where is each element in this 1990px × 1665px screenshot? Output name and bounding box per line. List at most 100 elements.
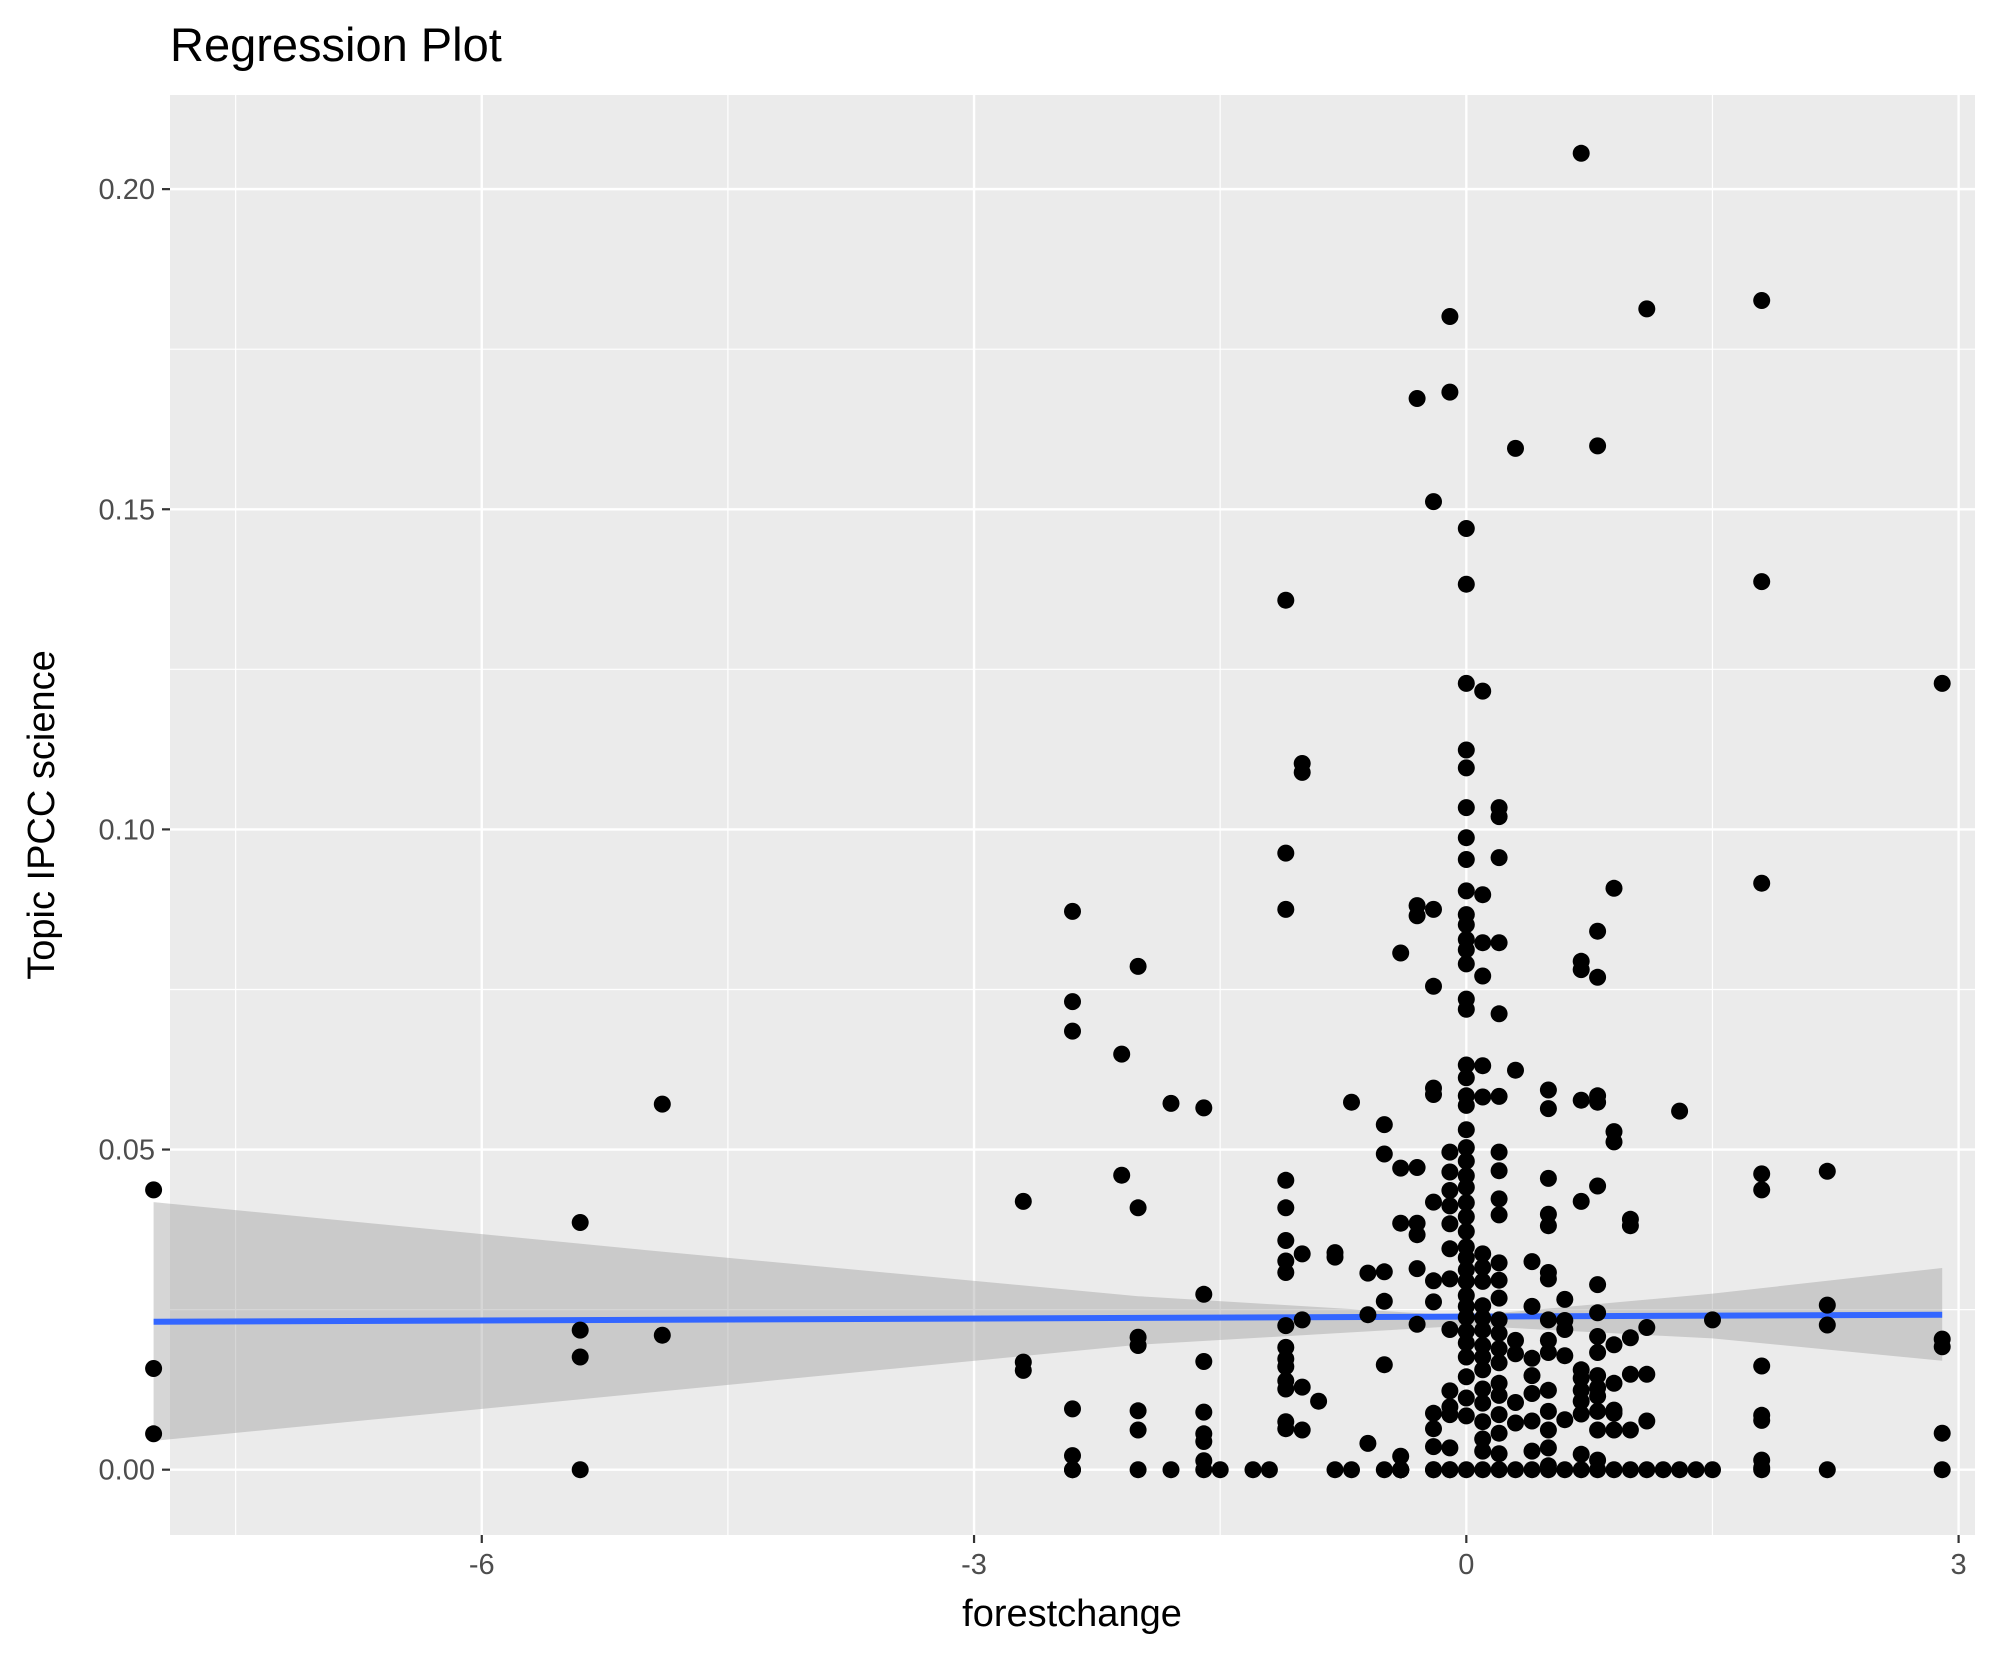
data-point [1064,1461,1081,1479]
data-point [1474,1088,1492,1106]
data-point [1441,1461,1459,1479]
data-point [1375,1116,1393,1134]
data-point [1277,1199,1295,1217]
data-point [1704,1461,1721,1479]
y-tick-label: 0.10 [99,814,155,846]
data-point [1572,1445,1590,1463]
data-point [1457,1407,1475,1425]
x-tick-label: 0 [1458,1549,1474,1581]
data-point [1490,1311,1508,1329]
data-point [1539,1421,1557,1439]
data-point [1392,944,1410,962]
data-point [1326,1461,1344,1479]
data-point [1507,1394,1524,1411]
data-point [1425,1193,1442,1211]
data-point [1490,1445,1508,1463]
data-point [1359,1264,1377,1282]
data-point [653,1095,671,1113]
data-point [1408,390,1426,407]
data-point [1425,1438,1442,1456]
data-point [1490,1271,1508,1289]
data-point [1589,1367,1607,1385]
data-point [1490,934,1508,952]
data-point [1753,292,1771,309]
data-point [1211,1461,1229,1479]
data-point [1507,439,1524,457]
data-point [1539,1461,1557,1479]
data-point [1457,1000,1475,1018]
data-point [1490,1354,1508,1372]
data-point [1457,1348,1475,1366]
data-point [1605,1404,1623,1422]
data-point [1490,1424,1508,1442]
y-tick-label: 0.00 [99,1455,155,1487]
data-point [1490,1374,1508,1392]
data-point [1277,591,1295,609]
data-point [1195,1353,1213,1370]
data-point [653,1326,671,1344]
data-point [1490,1206,1508,1224]
x-tick-label: -3 [961,1549,987,1581]
data-point [1589,1421,1607,1439]
data-point [1359,1434,1377,1452]
data-point [1260,1461,1278,1479]
data-point [1490,1406,1508,1424]
data-point [1671,1461,1689,1479]
data-point [1507,1331,1524,1349]
data-point [1457,741,1475,759]
data-point [1638,1412,1656,1430]
data-point [1621,1421,1639,1439]
data-point [1343,1093,1360,1111]
data-point [1539,1381,1557,1399]
data-point [1392,1447,1410,1465]
data-point [1539,1217,1557,1235]
data-point [1457,799,1475,817]
data-point [1474,1430,1492,1448]
data-point [1589,1402,1607,1420]
data-point [1457,851,1475,868]
data-point [1441,1382,1459,1400]
data-point [1408,1315,1426,1333]
data-point [1195,1433,1213,1450]
scatter-points [145,144,1951,1479]
data-point [1441,1143,1459,1161]
data-point [1326,1248,1344,1266]
data-point [1539,1169,1557,1187]
data-point [1425,1404,1442,1422]
y-tick-label: 0.15 [99,494,155,526]
data-point [1293,1378,1311,1396]
data-point [1671,1102,1689,1120]
data-point [1244,1461,1262,1479]
data-point [1539,1402,1557,1420]
data-point [1343,1461,1360,1479]
data-point [1474,1258,1492,1276]
data-point [1605,1374,1623,1392]
data-point [1589,1461,1607,1479]
data-point [1457,882,1475,900]
data-point [1474,1321,1492,1339]
data-point [1753,874,1771,892]
data-point [1425,493,1442,511]
data-point [1572,1192,1590,1210]
data-point [571,1214,589,1231]
data-point [1457,829,1475,847]
data-point [1490,1190,1508,1208]
data-point [1392,1461,1410,1479]
data-point [1490,1386,1508,1404]
data-point [1621,1461,1639,1479]
data-point [1129,1199,1147,1217]
data-point [1753,1181,1771,1199]
data-point [1457,1194,1475,1212]
minor-gridlines [170,95,1975,1535]
data-point [1474,1297,1492,1315]
data-point [1277,1380,1295,1398]
data-point [1523,1367,1541,1385]
data-point [1457,1308,1475,1326]
x-tick-label: 3 [1951,1549,1967,1581]
data-point [1457,759,1475,777]
data-point [1425,900,1442,918]
data-point [1441,383,1459,401]
data-point [1539,1081,1557,1099]
data-point [1523,1461,1541,1479]
